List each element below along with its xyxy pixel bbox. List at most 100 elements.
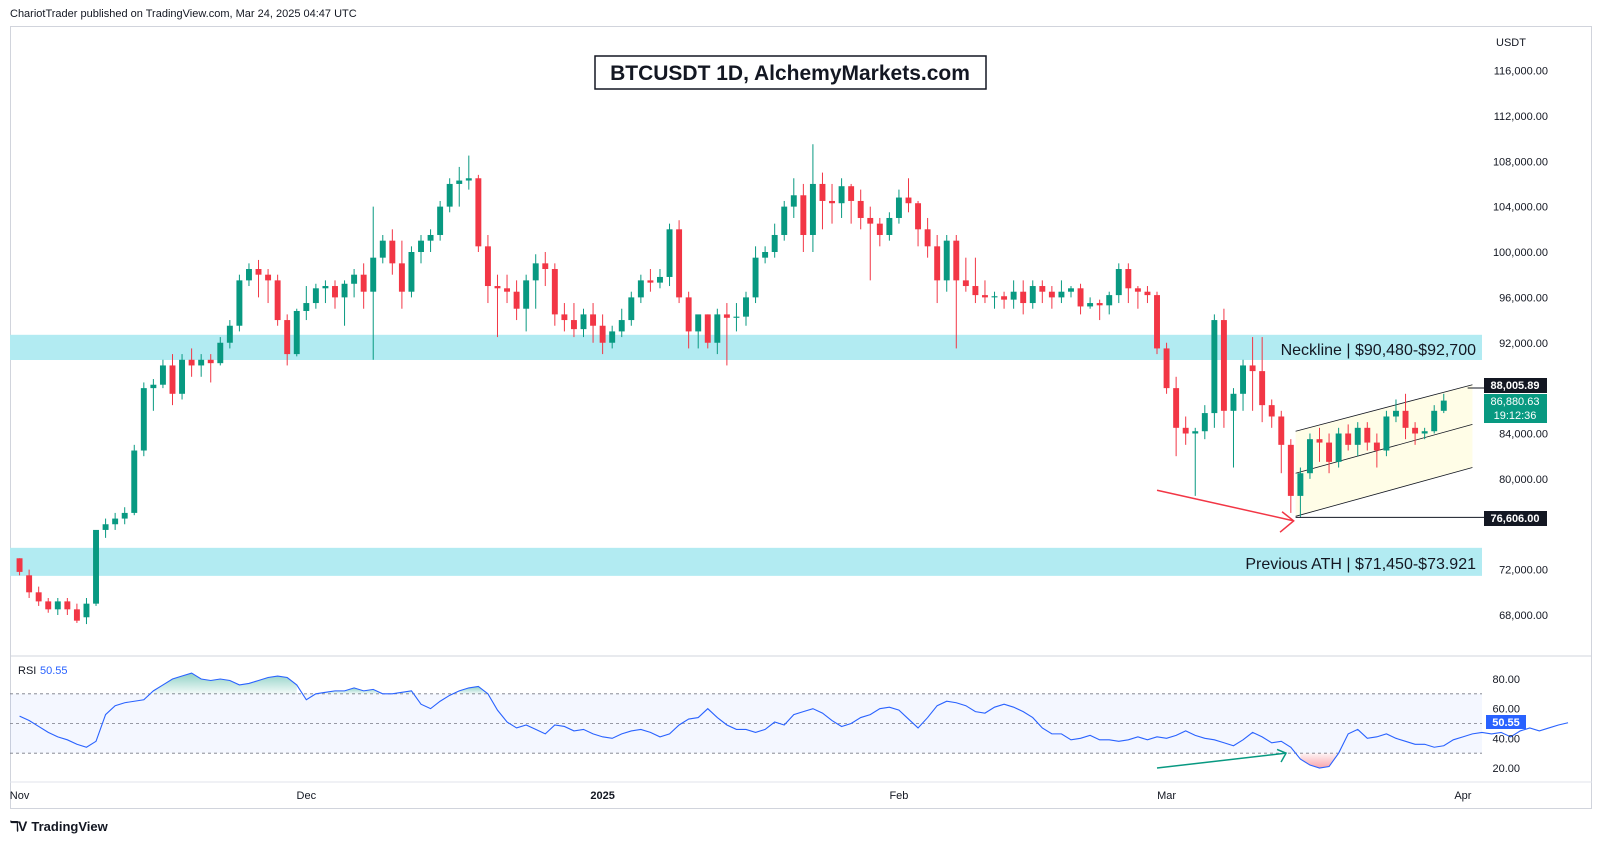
candle[interactable] [93,529,99,606]
candle[interactable] [867,206,874,281]
candle[interactable] [657,269,663,289]
candle[interactable] [131,444,138,516]
candle[interactable] [915,200,922,247]
candle[interactable] [398,240,405,309]
candle[interactable] [1402,393,1409,440]
candle[interactable] [121,507,128,525]
candle[interactable] [207,354,214,383]
candle[interactable] [1144,286,1151,304]
candle[interactable] [456,166,463,207]
candle[interactable] [236,274,243,332]
candle[interactable] [1431,405,1438,434]
candle[interactable] [1182,416,1189,445]
candle[interactable] [1297,467,1304,518]
candle[interactable] [962,257,969,292]
candle[interactable] [465,155,472,190]
candle[interactable] [876,217,883,247]
candle[interactable] [590,303,597,343]
candle[interactable] [895,189,902,224]
candle[interactable] [714,308,721,355]
candle[interactable] [1278,410,1285,474]
candle[interactable] [1383,410,1390,457]
candle[interactable] [418,234,424,264]
candle[interactable] [1077,283,1084,315]
candle[interactable] [427,229,434,252]
candle[interactable] [628,291,635,326]
candle[interactable] [494,274,501,338]
candle[interactable] [1134,286,1141,309]
candle[interactable] [800,183,807,252]
candle[interactable] [332,280,338,309]
candle[interactable] [437,200,444,241]
candle[interactable] [1249,337,1256,411]
candle[interactable] [1326,433,1333,474]
candle[interactable] [676,220,683,304]
candle[interactable] [1096,299,1103,321]
candle[interactable] [599,314,606,355]
candle[interactable] [35,586,42,606]
candle[interactable] [704,314,711,349]
candle[interactable] [733,303,740,332]
candle[interactable] [981,280,988,304]
candle[interactable] [312,283,319,309]
candle[interactable] [743,291,749,326]
candle[interactable] [64,597,71,615]
candle[interactable] [905,178,912,213]
candle[interactable] [829,183,835,224]
candle[interactable] [198,354,205,377]
candle[interactable] [379,234,386,264]
candle[interactable] [265,269,272,304]
bullish-divergence-arrow[interactable] [1156,752,1287,769]
candle[interactable] [169,354,176,406]
candle[interactable] [389,229,396,275]
candle[interactable] [245,263,252,287]
candle[interactable] [771,223,778,258]
candle[interactable] [1154,291,1160,355]
candle[interactable] [1201,405,1208,440]
candle[interactable] [637,274,644,304]
candle[interactable] [1230,388,1237,468]
candle[interactable] [293,308,300,357]
candle[interactable] [16,558,23,576]
candle[interactable] [781,200,788,241]
candle[interactable] [1259,337,1266,423]
candle[interactable] [1039,280,1046,304]
candle[interactable] [1106,291,1113,315]
candle[interactable] [179,354,186,400]
candle[interactable] [685,291,692,349]
candle[interactable] [322,280,329,304]
candle[interactable] [1029,280,1036,309]
candle[interactable] [102,518,109,538]
candle[interactable] [226,320,233,349]
candle[interactable] [972,257,979,304]
candle[interactable] [159,359,166,389]
candle[interactable] [943,234,950,292]
candle[interactable] [1354,422,1361,457]
candle[interactable] [647,269,654,292]
candle[interactable] [1287,439,1294,513]
candle[interactable] [1048,286,1055,309]
candle[interactable] [484,234,491,304]
candle[interactable] [1345,424,1352,451]
candle[interactable] [45,597,52,613]
candle[interactable] [150,379,157,411]
candle[interactable] [762,246,769,264]
channel-lower-line[interactable] [1295,467,1473,517]
channel-upper-line[interactable] [1295,384,1473,432]
candle[interactable] [1211,314,1218,428]
candle[interactable] [551,263,558,326]
candle[interactable] [370,206,377,360]
candle[interactable] [1010,280,1017,309]
candle[interactable] [26,569,33,598]
candle[interactable] [790,178,797,218]
candle[interactable] [360,263,367,309]
candle[interactable] [341,280,348,326]
candle[interactable] [819,172,826,230]
candle[interactable] [83,597,90,625]
candle[interactable] [1421,427,1428,440]
candle[interactable] [1335,427,1342,468]
candle[interactable] [618,308,625,338]
candle[interactable] [1373,433,1380,468]
candle[interactable] [1364,422,1371,451]
